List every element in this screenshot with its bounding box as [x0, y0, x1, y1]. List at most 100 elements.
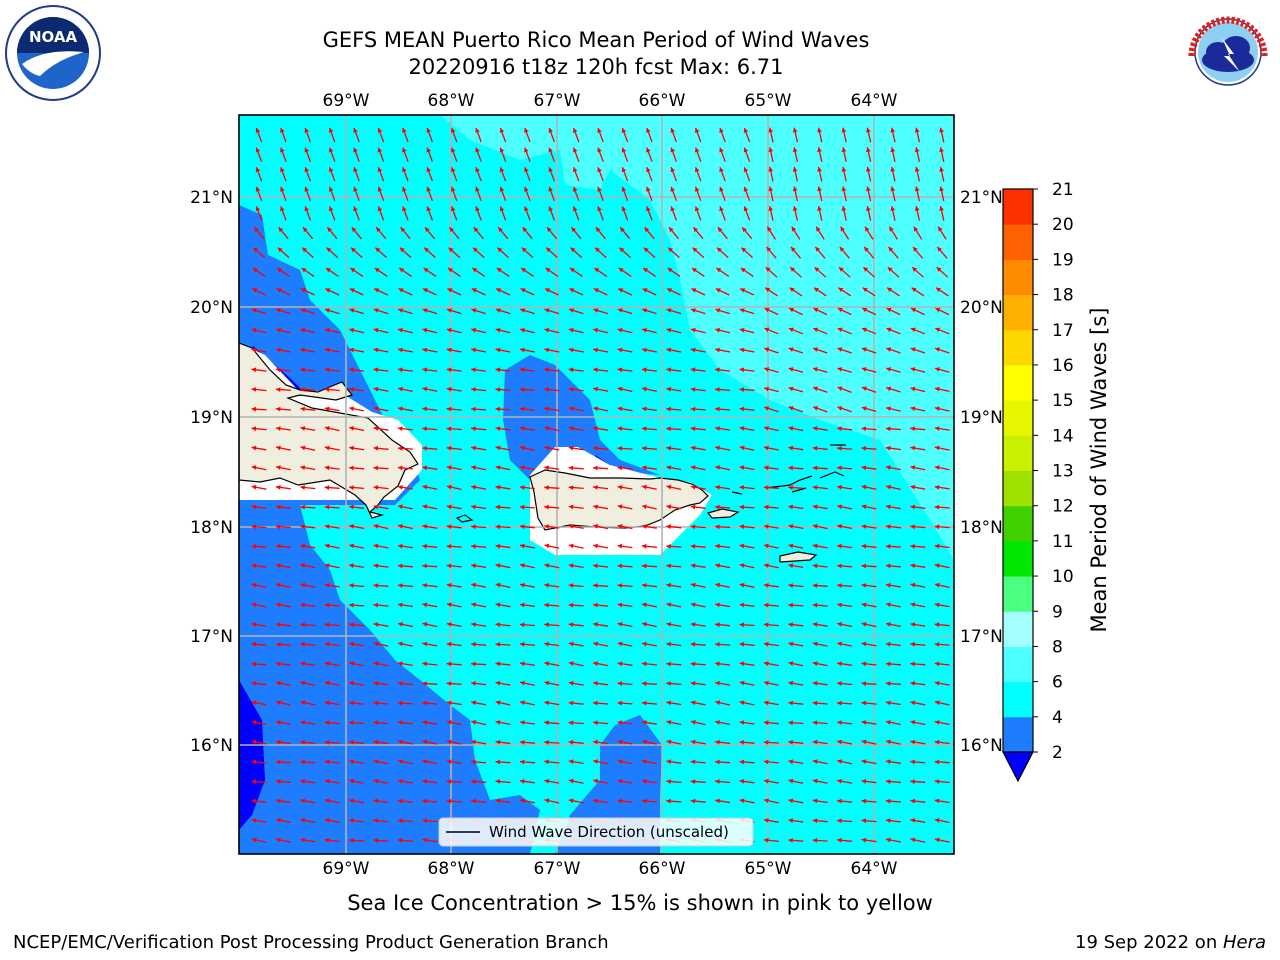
wind-wave-arrow-head	[446, 465, 452, 470]
wind-wave-arrow-head	[593, 720, 598, 726]
wind-wave-arrow-head	[568, 445, 574, 451]
wind-wave-arrow-head	[666, 681, 671, 686]
wind-wave-arrow-head	[547, 227, 552, 233]
wind-wave-arrow-head	[617, 308, 623, 313]
graticule	[239, 115, 954, 854]
wind-wave-arrow-head	[788, 367, 794, 372]
wind-wave-arrow-head	[743, 206, 749, 212]
colorbar-tick-label: 6	[1052, 673, 1063, 693]
wind-wave-arrow-head	[839, 246, 845, 252]
wind-wave-arrow-head	[642, 484, 647, 490]
wind-wave-arrow-head	[544, 504, 549, 510]
colorbar-tick-label: 4	[1052, 708, 1063, 728]
wind-wave-arrow-head	[300, 406, 305, 412]
title-line-1: GEFS MEAN Puerto Rico Mean Period of Win…	[322, 28, 870, 52]
wind-wave-arrow-head	[324, 661, 330, 666]
wind-wave-arrow-head	[349, 426, 354, 431]
wind-wave-arrow-head	[255, 128, 261, 133]
wind-wave-arrow-head	[593, 681, 598, 686]
lat-label-19n-left: 19°N	[190, 408, 233, 428]
wind-wave-arrow-head	[690, 465, 696, 470]
wind-wave-arrow-head	[351, 227, 357, 233]
wind-wave-arrow-head	[939, 206, 944, 211]
wind-wave-arrow-head	[715, 308, 721, 313]
footer-left: NCEP/EMC/Verification Post Processing Pr…	[13, 932, 609, 953]
wind-wave-arrow-head	[764, 543, 769, 549]
wind-wave-arrow-head	[276, 720, 281, 725]
wind-wave-arrow-head	[864, 246, 869, 252]
wind-wave-arrow-head	[351, 247, 356, 253]
wind-wave-arrow-head	[593, 778, 598, 784]
wind-wave-arrow-head	[252, 288, 258, 293]
wind-wave-arrow-head	[690, 387, 696, 392]
wind-wave-arrow-head	[813, 386, 818, 392]
wind-wave-arrow-head	[328, 167, 334, 173]
wind-wave-arrow-head	[788, 720, 793, 726]
wind-wave-arrow-head	[764, 680, 769, 686]
wind-wave-arrow-head	[934, 602, 940, 608]
wind-wave-arrow-head	[568, 387, 574, 392]
wind-wave-arrow-head	[349, 327, 355, 333]
wind-wave-arrow-head	[572, 206, 578, 212]
sea-ice-caption: Sea Ice Concentration > 15% is shown in …	[347, 891, 933, 915]
wind-wave-arrow-head	[568, 778, 574, 784]
wind-wave-arrow-head	[422, 837, 428, 843]
wind-wave-arrow-head	[666, 661, 671, 667]
wind-wave-arrow-head	[398, 504, 403, 510]
wind-wave-arrow-head	[593, 308, 599, 313]
wind-wave-arrow-head	[715, 465, 720, 470]
wind-wave-arrow-head	[593, 583, 598, 588]
wind-wave-arrow-head	[373, 759, 379, 764]
st-croix-island	[779, 551, 818, 563]
wind-wave-arrow-head	[544, 327, 550, 333]
wind-wave-arrow-head	[788, 759, 794, 765]
wind-wave-arrow-head	[426, 167, 431, 173]
wind-wave-arrow-head	[446, 386, 452, 392]
wind-wave-arrow-head	[935, 367, 940, 372]
wind-wave-arrow-head	[450, 167, 456, 173]
wind-wave-arrow-head	[691, 288, 697, 293]
wind-wave-arrow-head	[251, 406, 257, 412]
wind-wave-arrow-head	[788, 680, 794, 686]
wind-wave-arrow-head	[939, 127, 944, 133]
wind-wave-arrow-head	[301, 288, 306, 293]
wind-wave-arrow-head	[764, 641, 769, 647]
wind-wave-arrow-head	[910, 563, 916, 569]
wind-wave-arrow-head	[568, 327, 574, 333]
wind-wave-arrow-head	[861, 759, 867, 764]
wind-wave-arrow-head	[402, 147, 407, 153]
wind-wave-arrow-head	[548, 128, 553, 133]
wind-wave-arrow-head	[788, 406, 794, 411]
wind-wave-arrow-head	[936, 287, 941, 293]
wind-wave-arrow-head	[349, 543, 354, 549]
wind-wave-arrow-head	[544, 602, 549, 608]
colorbar-tick-label: 16	[1052, 356, 1074, 376]
lat-label-18n-left: 18°N	[190, 518, 233, 538]
wind-wave-arrow-head	[275, 406, 281, 412]
wind-wave-arrow-head	[568, 406, 574, 412]
wind-wave-arrow-head	[597, 186, 602, 192]
wind-wave-arrow-head	[568, 465, 574, 471]
footer-machine: Hera	[1222, 932, 1266, 953]
wind-wave-arrow-head	[866, 127, 871, 133]
wind-wave-arrow-head	[641, 583, 647, 588]
wind-wave-arrow-head	[398, 739, 403, 745]
wind-wave-arrow-head	[764, 406, 770, 411]
wind-wave-arrow-head	[422, 543, 427, 549]
wind-wave-arrow-head	[446, 798, 452, 804]
wind-wave-arrow-head	[838, 287, 844, 293]
wind-wave-arrow-head	[934, 426, 940, 431]
colorbar-segment	[1003, 224, 1033, 260]
wind-wave-arrow-head	[471, 347, 476, 353]
wind-wave-arrow-head	[666, 582, 672, 588]
lat-label-16n-left: 16°N	[190, 736, 233, 756]
wind-wave-arrow-head	[593, 288, 599, 293]
wind-wave-arrow-head	[642, 367, 647, 373]
wind-wave-arrow-head	[568, 700, 574, 706]
wind-wave-arrow-head	[739, 798, 745, 804]
wind-wave-arrow-head	[715, 759, 720, 765]
wind-wave-arrow-head	[276, 739, 281, 745]
wind-wave-arrow-head	[398, 386, 403, 392]
wind-wave-arrow-head	[544, 680, 550, 686]
colorbar: 2 4 6 8 9 10 11 12 13 14 15 16 17 18 19 20 21 Mean Perio…	[1002, 180, 1111, 783]
